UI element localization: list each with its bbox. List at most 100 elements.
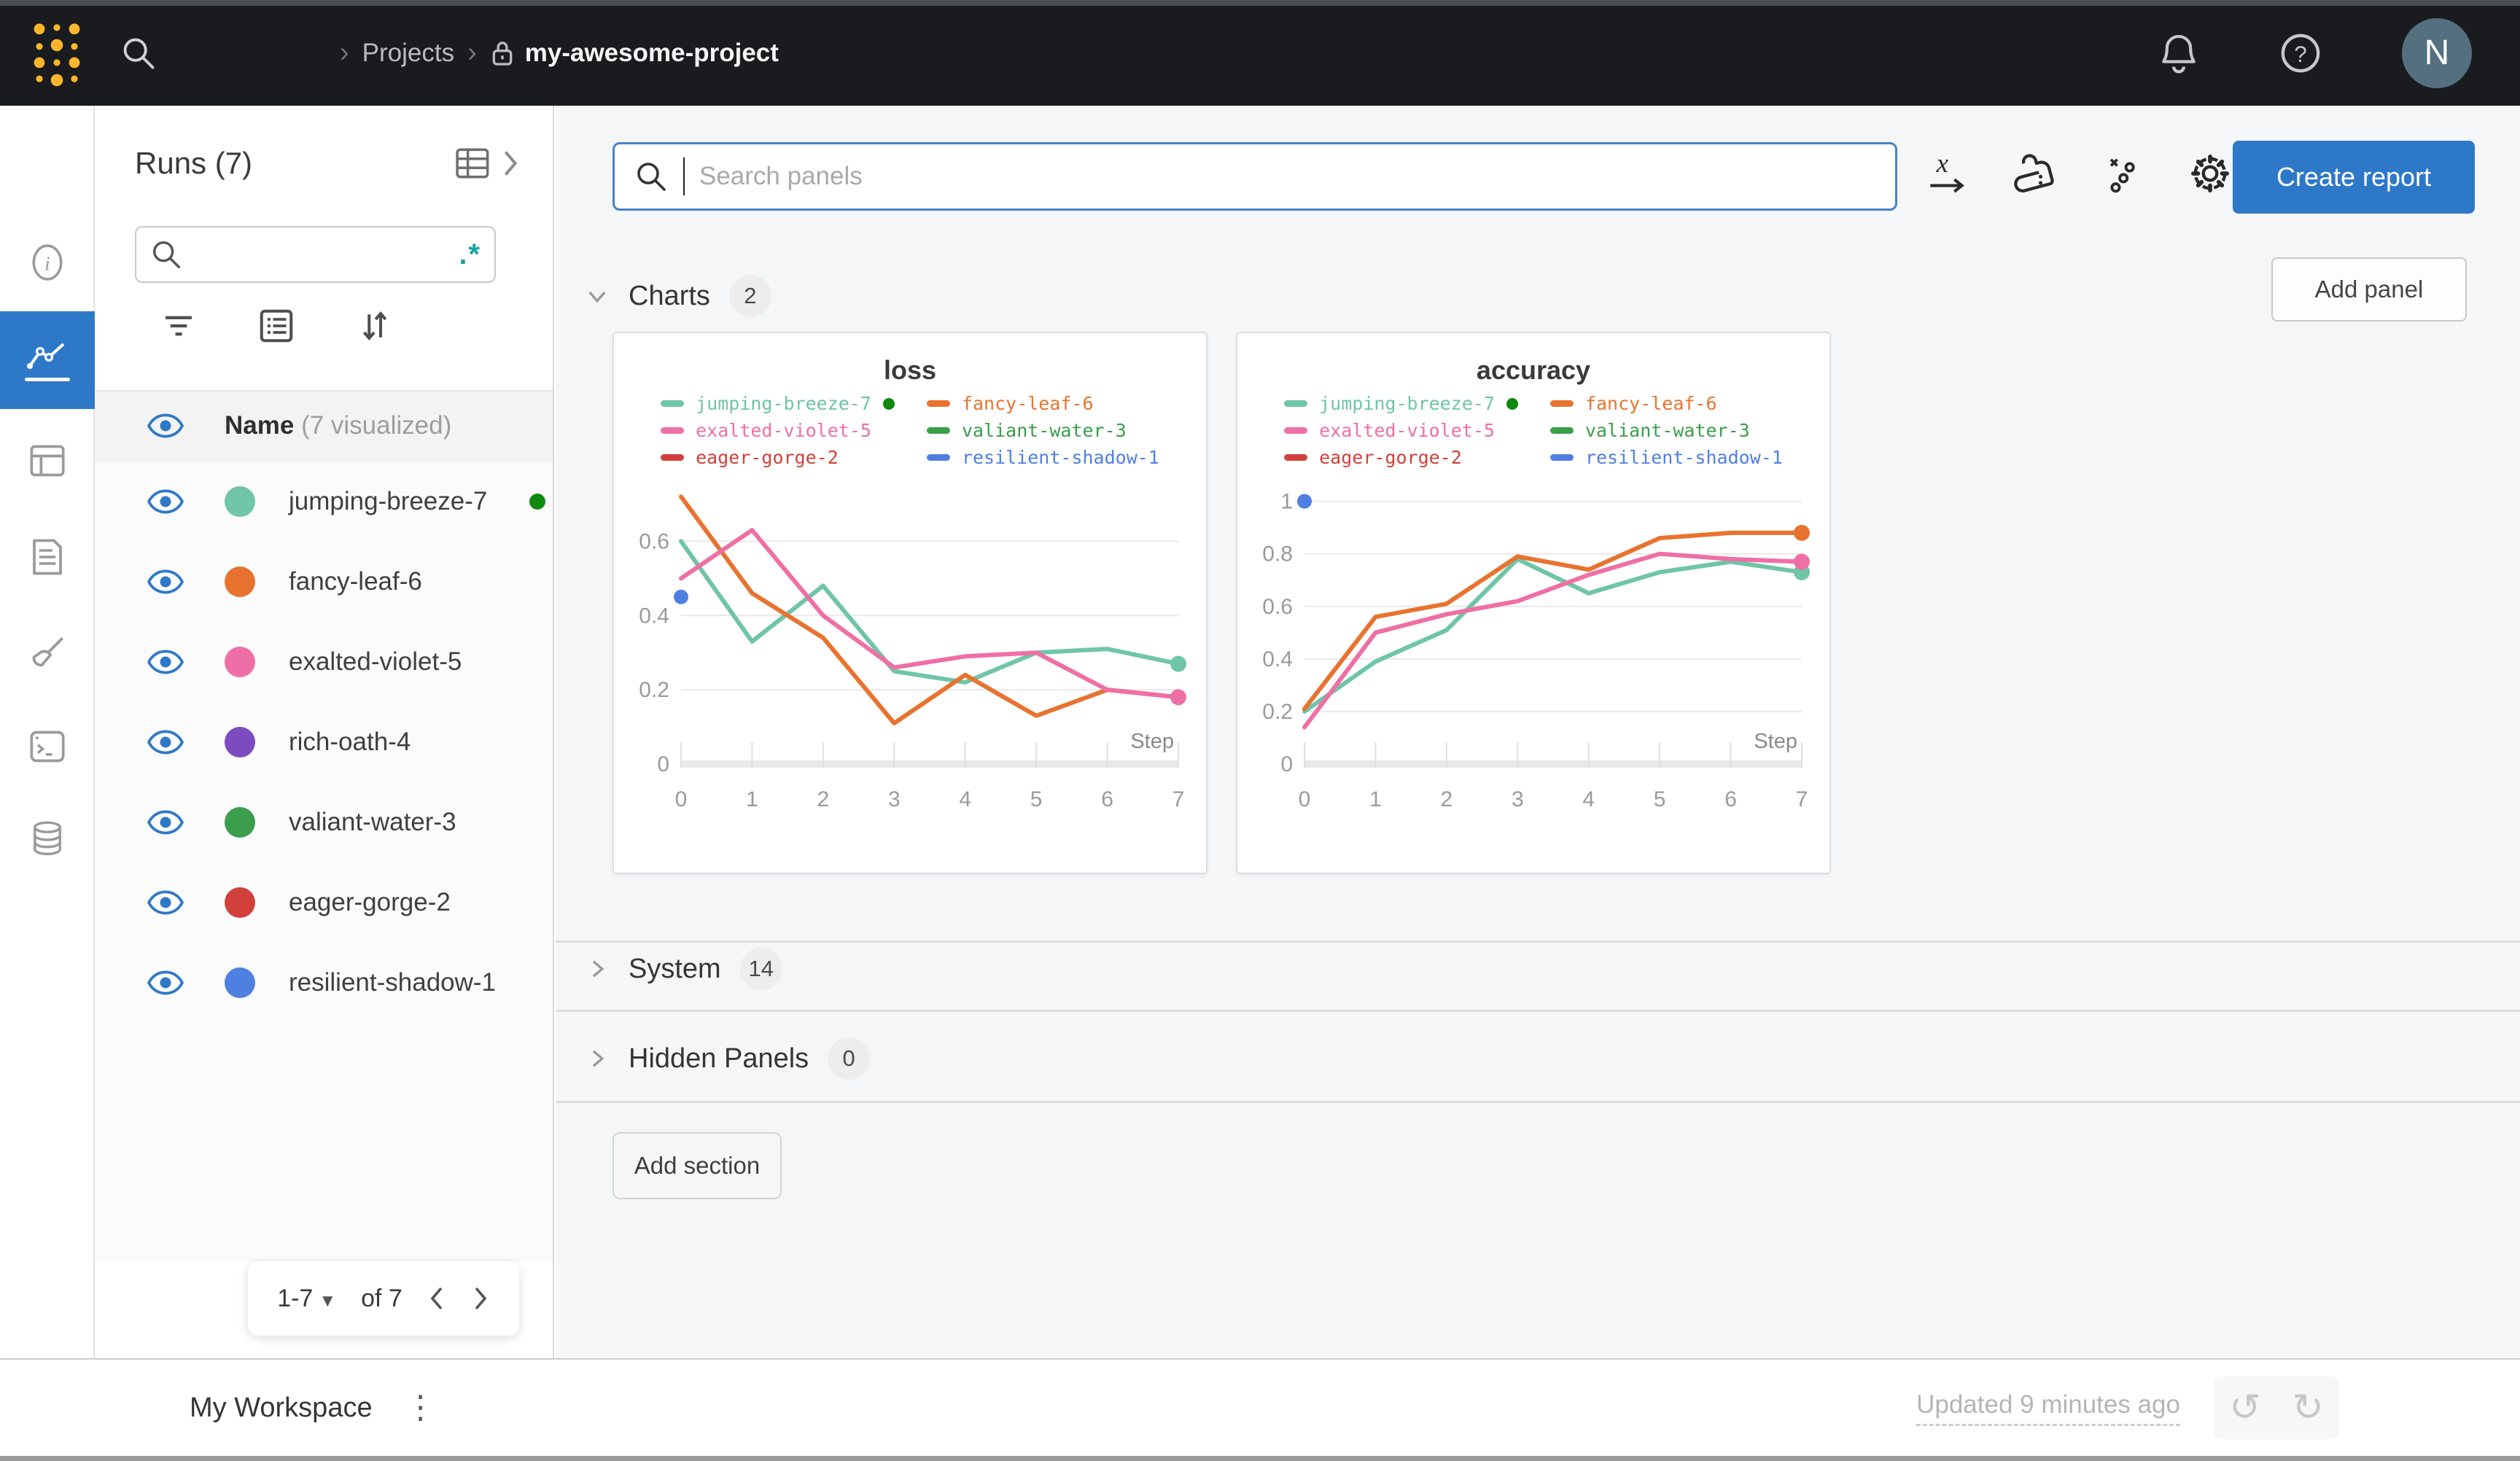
eye-icon[interactable]	[147, 809, 184, 835]
runs-search-input[interactable]	[183, 241, 459, 268]
sort-icon[interactable]	[354, 306, 394, 346]
legend-live-dot	[1506, 397, 1518, 410]
run-name[interactable]: resilient-shadow-1	[289, 968, 497, 997]
charts-count-badge: 2	[728, 275, 771, 317]
rail-info-icon[interactable]: i	[0, 214, 95, 311]
run-color-dot	[225, 887, 255, 918]
eye-icon[interactable]	[147, 889, 184, 916]
x-axis-icon[interactable]: x	[1924, 149, 1970, 198]
svg-text:3: 3	[888, 787, 901, 811]
accuracy-line-chart[interactable]: 0.2 0.4 0.6 0.8 1 00 1 2 3 4 5 6 7 Step	[1249, 471, 1818, 821]
add-panel-button[interactable]: Add panel	[2271, 257, 2467, 322]
run-name[interactable]: jumping-breeze-7	[289, 487, 488, 515]
smoothing-iron-icon[interactable]	[2011, 150, 2058, 197]
outliers-icon[interactable]	[2099, 150, 2145, 197]
run-color-dot	[225, 566, 255, 597]
legend-item[interactable]: fancy-leaf-6	[926, 393, 1159, 414]
loss-line-chart[interactable]: 0.2 0.4 0.6 00 1 2 3 4 5 6 7 Step	[626, 471, 1194, 821]
legend-item[interactable]: valiant-water-3	[1549, 420, 1783, 441]
svg-text:7: 7	[1796, 787, 1808, 811]
runs-table-icon[interactable]	[456, 146, 495, 181]
charts-section-label: Charts	[629, 280, 710, 311]
redo-button[interactable]: ↻	[2276, 1376, 2339, 1439]
legend-item[interactable]: jumping-breeze-7	[1284, 393, 1518, 414]
rail-table-icon[interactable]	[0, 412, 95, 510]
settings-gear-icon[interactable]	[2186, 149, 2234, 198]
run-name[interactable]: exalted-violet-5	[289, 647, 462, 676]
run-color-dot	[225, 807, 255, 838]
legend-item[interactable]: eager-gorge-2	[1284, 447, 1518, 468]
legend-run-name: jumping-breeze-7	[696, 393, 871, 414]
project-name: my-awesome-project	[524, 38, 779, 67]
workspace-name[interactable]: My Workspace	[190, 1392, 373, 1423]
runs-name-header[interactable]: Name (7 visualized)	[95, 391, 553, 461]
page-total: of 7	[361, 1284, 402, 1312]
wandb-logo[interactable]	[29, 18, 85, 88]
run-row[interactable]: jumping-breeze-7	[95, 461, 553, 542]
run-row[interactable]: rich-oath-4	[95, 702, 553, 782]
accuracy-chart-panel[interactable]: accuracy jumping-breeze-7 fancy-leaf-6 exa…	[1236, 332, 1831, 874]
bell-icon[interactable]	[2158, 31, 2199, 75]
legend-item[interactable]: resilient-shadow-1	[926, 447, 1159, 468]
help-icon[interactable]: ?	[2279, 32, 2322, 74]
legend-item[interactable]: jumping-breeze-7	[661, 393, 895, 414]
hidden-panels-section-label: Hidden Panels	[629, 1043, 809, 1074]
legend-run-name: eager-gorge-2	[696, 447, 839, 468]
breadcrumb: › Projects › my-awesome-project	[340, 37, 779, 69]
hidden-panels-section-header[interactable]: Hidden Panels 0	[585, 1037, 871, 1080]
charts-section-header[interactable]: Charts 2	[585, 275, 771, 317]
legend-item[interactable]: eager-gorge-2	[661, 447, 895, 468]
eye-icon[interactable]	[147, 970, 184, 996]
expand-runs-chevron-icon[interactable]	[499, 147, 521, 179]
run-row[interactable]: resilient-shadow-1	[95, 943, 553, 1023]
breadcrumb-projects-link[interactable]: Projects	[362, 38, 455, 67]
rail-document-icon[interactable]	[0, 508, 95, 606]
run-name[interactable]: eager-gorge-2	[289, 888, 451, 916]
rail-terminal-icon[interactable]	[0, 698, 95, 795]
rail-workspace-charts-icon[interactable]	[0, 311, 95, 409]
panel-search-input[interactable]	[699, 162, 1876, 191]
eye-icon[interactable]	[147, 649, 184, 675]
legend-item[interactable]: resilient-shadow-1	[1549, 447, 1783, 468]
run-name[interactable]: valiant-water-3	[289, 808, 456, 836]
run-name[interactable]: rich-oath-4	[289, 728, 411, 756]
create-report-button[interactable]: Create report	[2233, 141, 2475, 214]
run-row[interactable]: fancy-leaf-6	[95, 542, 553, 622]
text-cursor	[683, 157, 685, 195]
hidden-panels-count-badge: 0	[828, 1037, 871, 1080]
prev-page-icon[interactable]	[427, 1284, 446, 1313]
eye-icon[interactable]	[147, 488, 184, 515]
breadcrumb-project[interactable]: my-awesome-project	[490, 39, 779, 68]
runs-panel-title: Runs (7)	[135, 146, 253, 180]
legend-item[interactable]: exalted-violet-5	[661, 420, 895, 441]
rail-database-icon[interactable]	[0, 791, 95, 889]
eye-icon[interactable]	[147, 569, 184, 595]
run-row[interactable]: exalted-violet-5	[95, 622, 553, 702]
svg-text:0.4: 0.4	[639, 604, 669, 628]
kebab-menu-icon[interactable]: ⋮	[404, 1390, 437, 1426]
loss-chart-panel[interactable]: loss jumping-breeze-7 fancy-leaf-6 exalted…	[612, 332, 1208, 874]
run-row[interactable]: eager-gorge-2	[95, 862, 553, 943]
group-icon[interactable]	[257, 306, 296, 346]
legend-item[interactable]: exalted-violet-5	[1284, 420, 1518, 441]
legend-run-name: fancy-leaf-6	[961, 393, 1094, 414]
svg-text:2: 2	[1441, 787, 1453, 811]
run-row[interactable]: valiant-water-3	[95, 782, 553, 862]
system-section-header[interactable]: System 14	[585, 948, 782, 990]
run-name[interactable]: fancy-leaf-6	[289, 567, 422, 596]
rail-brush-icon[interactable]	[0, 604, 95, 702]
filter-icon[interactable]	[159, 306, 198, 346]
legend-item[interactable]: valiant-water-3	[926, 420, 1159, 441]
add-section-button[interactable]: Add section	[612, 1132, 782, 1199]
eye-icon[interactable]	[147, 729, 184, 755]
undo-button[interactable]: ↺	[2214, 1376, 2276, 1439]
svg-text:Step: Step	[1130, 730, 1174, 753]
next-page-icon[interactable]	[471, 1284, 490, 1313]
legend-item[interactable]: fancy-leaf-6	[1549, 393, 1783, 414]
avatar[interactable]: N	[2402, 17, 2472, 88]
runs-search-box: .*	[135, 226, 496, 283]
regex-toggle-icon[interactable]: .*	[459, 238, 481, 270]
global-search-icon[interactable]	[120, 34, 158, 72]
svg-text:0: 0	[1299, 787, 1311, 811]
page-range-dropdown[interactable]: 1-7 ▼	[277, 1284, 337, 1312]
